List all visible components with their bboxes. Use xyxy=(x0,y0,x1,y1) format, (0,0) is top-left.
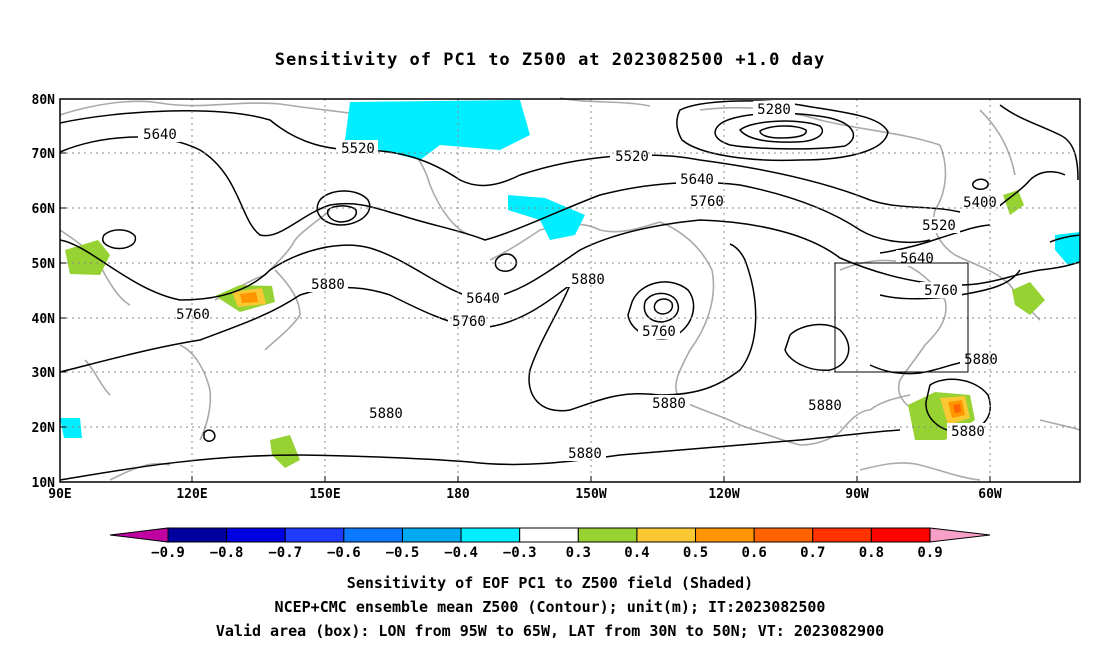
caption-valid-area: Valid area (box): LON from 95W to 65W, L… xyxy=(215,622,885,640)
contour-label: 5880 xyxy=(568,446,602,462)
lat-label: 70N xyxy=(32,147,56,162)
longitude-labels: 90E 120E 150E 180 150W 120W 90W 60W xyxy=(48,487,1002,502)
lat-label: 20N xyxy=(32,421,56,436)
colorbar-swatch xyxy=(870,527,931,543)
colorbar-label: −0.9 xyxy=(151,545,185,561)
shade-negative-arctic xyxy=(345,100,530,160)
colorbar-swatch xyxy=(577,527,638,543)
lon-label: 120W xyxy=(708,487,739,502)
contour-label: 5640 xyxy=(680,172,714,188)
colorbar-high-arrow xyxy=(929,527,991,543)
colorbar-label: −0.7 xyxy=(268,545,302,561)
lat-label: 10N xyxy=(32,476,56,491)
colorbar-label: 0.7 xyxy=(800,545,825,561)
contour-label: 5400 xyxy=(963,195,997,211)
colorbar-swatch xyxy=(636,527,697,543)
valid-area-box xyxy=(834,262,969,373)
colorbar-label: −0.3 xyxy=(503,545,537,561)
lon-label: 90W xyxy=(845,487,869,502)
colorbar-swatch xyxy=(226,527,286,543)
latitude-labels: 80N 70N 60N 50N 40N 30N 20N 10N xyxy=(32,93,56,491)
shade-positive-pacific xyxy=(270,435,300,468)
colorbar-label: −0.8 xyxy=(210,545,244,561)
lat-label: 80N xyxy=(32,93,56,108)
colorbar-label: 0.4 xyxy=(624,545,649,561)
axis-ticks xyxy=(60,98,991,483)
colorbar xyxy=(109,527,991,543)
shade-red-caribbean xyxy=(953,404,961,413)
shade-negative-atlantic xyxy=(1055,232,1080,265)
colorbar-label: −0.4 xyxy=(444,545,478,561)
colorbar-label: 0.6 xyxy=(742,545,767,561)
lat-label: 30N xyxy=(32,366,56,381)
map-title: Sensitivity of PC1 to Z500 at 2023082500… xyxy=(274,50,826,70)
shade-positive-atlantic-mid xyxy=(1012,282,1045,315)
contour-label: 5760 xyxy=(924,283,958,299)
lon-label: 150E xyxy=(309,487,340,502)
colorbar-label: −0.5 xyxy=(386,545,420,561)
colorbar-label: 0.3 xyxy=(566,545,591,561)
colorbar-swatch xyxy=(401,527,462,543)
colorbar-label: −0.6 xyxy=(327,545,361,561)
contour-label: 5880 xyxy=(571,272,605,288)
colorbar-swatch xyxy=(695,527,755,543)
shade-orange-japan xyxy=(240,292,258,303)
contour-label: 5760 xyxy=(176,307,210,323)
caption-shading: Sensitivity of EOF PC1 to Z500 field (Sh… xyxy=(346,574,754,592)
colorbar-swatch xyxy=(812,527,872,543)
contour-label: 5280 xyxy=(757,102,791,118)
gridlines xyxy=(60,99,1080,482)
colorbar-swatch xyxy=(167,527,228,543)
contour-label: 5760 xyxy=(642,324,676,340)
contour-label: 5880 xyxy=(964,352,998,368)
colorbar-swatch xyxy=(753,527,814,543)
lat-label: 40N xyxy=(32,312,56,327)
contour-label: 5760 xyxy=(452,314,486,330)
contour-label: 5640 xyxy=(143,127,177,143)
contour-label: 5760 xyxy=(690,194,724,210)
colorbar-label: 0.9 xyxy=(917,545,942,561)
contour-label: 5880 xyxy=(951,424,985,440)
shade-negative-small xyxy=(60,418,82,438)
colorbar-swatch xyxy=(284,527,345,543)
contour-label: 5520 xyxy=(341,141,375,157)
contour-label: 5880 xyxy=(311,277,345,293)
contour-label: 5880 xyxy=(369,406,403,422)
lon-label: 60W xyxy=(978,487,1002,502)
lon-label: 150W xyxy=(575,487,606,502)
lat-label: 50N xyxy=(32,257,56,272)
shade-positive-asia-west xyxy=(65,240,110,275)
contour-label: 5640 xyxy=(466,291,500,307)
lon-label: 90E xyxy=(48,487,71,502)
contour-label: 5520 xyxy=(922,218,956,234)
colorbar-label: 0.8 xyxy=(859,545,884,561)
shade-positive-atlantic-north xyxy=(1003,190,1024,215)
contour-label: 5640 xyxy=(900,251,934,267)
colorbar-swatch xyxy=(343,527,403,543)
contour-label: 5880 xyxy=(808,398,842,414)
lon-label: 120E xyxy=(176,487,207,502)
colorbar-labels: −0.9 −0.8 −0.7 −0.6 −0.5 −0.4 −0.3 0.3 0.4 0.5 0.6… xyxy=(151,545,943,561)
colorbar-swatch xyxy=(460,527,521,543)
colorbar-swatch xyxy=(519,527,579,543)
contour-labels: 5640 5520 5520 5280 5640 5760 5400 5520 … xyxy=(138,101,1002,462)
lon-label: 180 xyxy=(446,487,470,502)
colorbar-low-arrow xyxy=(109,527,169,543)
contour-label: 5520 xyxy=(615,149,649,165)
map-frame xyxy=(59,98,1081,483)
colorbar-label: 0.5 xyxy=(683,545,708,561)
lat-label: 60N xyxy=(32,202,56,217)
contour-label: 5880 xyxy=(652,396,686,412)
caption-contour: NCEP+CMC ensemble mean Z500 (Contour); u… xyxy=(274,598,826,616)
